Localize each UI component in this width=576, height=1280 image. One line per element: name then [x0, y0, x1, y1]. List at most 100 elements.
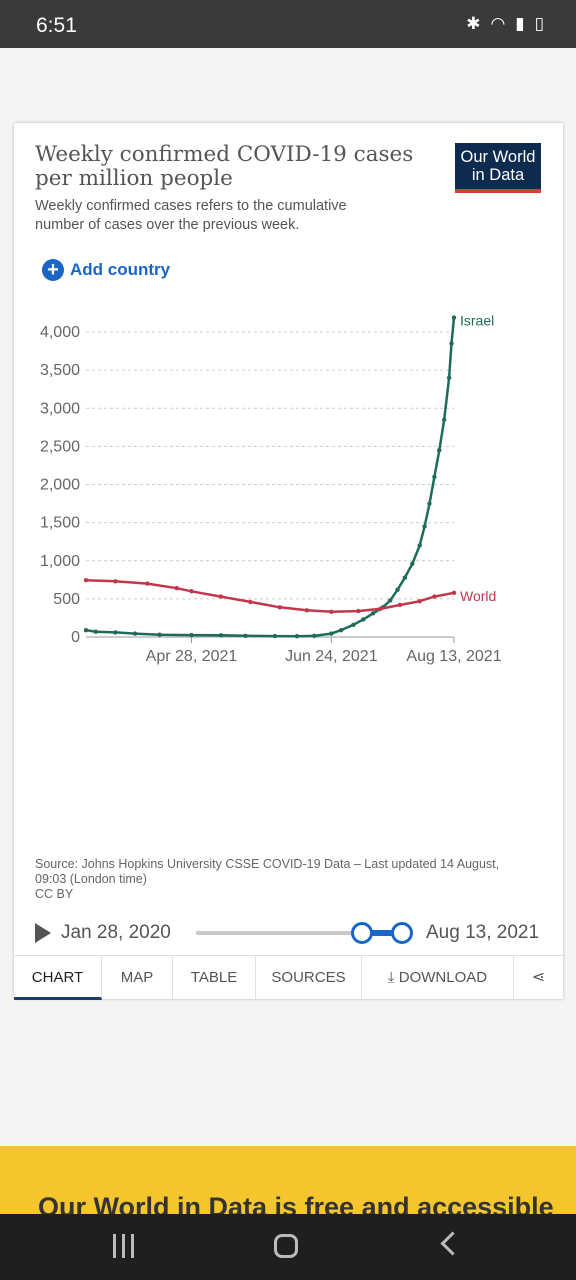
- wifi-icon: ◠: [490, 14, 506, 33]
- recent-apps-button[interactable]: [113, 1234, 137, 1258]
- data-point: [446, 375, 452, 380]
- data-point: [402, 575, 408, 580]
- data-point: [356, 608, 361, 614]
- data-point: [395, 587, 400, 592]
- data-point: [451, 315, 457, 320]
- y-tick-label: 500: [53, 591, 80, 608]
- data-point: [145, 581, 150, 586]
- data-point: [243, 633, 248, 638]
- owid-logo[interactable]: Our World in Data: [455, 143, 541, 193]
- data-point: [311, 633, 317, 639]
- data-point: [432, 594, 437, 599]
- data-point: [248, 599, 253, 605]
- data-point: [113, 579, 118, 584]
- data-point: [410, 561, 415, 566]
- status-icons: ✱ ◠ ▮ ▯: [466, 14, 544, 34]
- timeline-start-label: Jan 28, 2020: [61, 922, 171, 943]
- data-point: [189, 589, 194, 594]
- data-point: [218, 594, 224, 599]
- timeline-track[interactable]: [196, 931, 401, 935]
- data-point: [338, 627, 344, 633]
- data-point: [218, 633, 224, 638]
- status-bar: 6:51 ✱ ◠ ▮ ▯: [0, 0, 576, 48]
- add-country-button[interactable]: + Add country: [42, 259, 170, 281]
- data-point: [427, 501, 432, 506]
- data-point: [417, 598, 422, 604]
- series-line-israel: [85, 317, 456, 638]
- back-button[interactable]: [440, 1231, 465, 1256]
- series-label-world: World: [460, 588, 496, 604]
- data-point: [174, 586, 179, 591]
- data-point: [113, 630, 118, 635]
- y-tick-label: 3,000: [40, 400, 80, 417]
- source-text: Source: Johns Hopkins University CSSE CO…: [35, 857, 500, 886]
- data-point: [378, 606, 383, 611]
- tab-map[interactable]: MAP: [102, 956, 173, 1000]
- nav-bar: [0, 1214, 576, 1280]
- timeline-end-label: Aug 13, 2021: [426, 922, 540, 943]
- signal-icon: ▮: [515, 14, 525, 33]
- chart-title: Weekly confirmed COVID-19 cases per mill…: [35, 142, 414, 191]
- series-label-israel: Israel: [460, 313, 494, 329]
- data-point: [370, 611, 376, 616]
- tab-download-label: DOWNLOAD: [398, 969, 488, 986]
- y-tick-label: 2,000: [40, 477, 80, 494]
- chart-tabs: CHART MAP TABLE SOURCES ⤓ DOWNLOAD ⋖: [14, 955, 563, 1000]
- timeline: Jan 28, 2020 Aug 13, 2021: [14, 919, 563, 949]
- chart-subtitle: Weekly confirmed cases refers to the cum…: [35, 198, 347, 233]
- timeline-start-handle[interactable]: [351, 922, 373, 944]
- data-point: [422, 524, 427, 529]
- data-point: [329, 609, 334, 615]
- data-point: [157, 632, 162, 637]
- share-icon: ⋖: [531, 969, 546, 986]
- x-tick-label: Apr 28, 2021: [146, 648, 238, 665]
- add-country-label: Add country: [70, 260, 171, 279]
- data-point: [361, 617, 366, 622]
- data-point: [351, 622, 356, 627]
- data-point: [451, 590, 457, 595]
- data-point: [417, 543, 422, 548]
- y-tick-label: 2,500: [40, 438, 80, 455]
- share-button[interactable]: ⋖: [514, 956, 563, 1000]
- timeline-selected-range: [361, 930, 401, 936]
- data-point: [294, 634, 300, 639]
- y-tick-label: 4,000: [40, 324, 80, 341]
- x-tick-label: Aug 13, 2021: [406, 648, 501, 665]
- x-tick-label: Jun 24, 2021: [285, 648, 378, 665]
- promo-banner: Our World in Data is free and accessible: [0, 1146, 576, 1214]
- data-point: [437, 447, 442, 453]
- license-text: CC BY: [35, 887, 74, 901]
- line-chart: 0 500 1,000 1,500 2,000 2,500 3,000 3,500 4,000 A…: [40, 313, 502, 665]
- timeline-end-handle[interactable]: [391, 922, 413, 944]
- data-point: [83, 577, 89, 583]
- data-point: [449, 341, 454, 346]
- plus-icon: +: [42, 259, 64, 281]
- bluetooth-icon: ✱: [466, 14, 481, 33]
- data-point: [329, 631, 334, 636]
- tab-chart[interactable]: CHART: [14, 956, 102, 1000]
- logo-line1: Our World: [460, 148, 536, 166]
- tab-sources[interactable]: SOURCES: [256, 956, 362, 1000]
- y-tick-label: 1,000: [40, 553, 80, 570]
- y-tick-label: 0: [71, 629, 80, 646]
- chart-card: Weekly confirmed COVID-19 cases per mill…: [14, 123, 563, 1000]
- data-point: [304, 608, 309, 613]
- y-tick-label: 3,500: [40, 362, 80, 379]
- data-point: [432, 474, 437, 480]
- data-point: [277, 605, 283, 610]
- banner-text: Our World in Data is free and accessible: [38, 1192, 554, 1214]
- data-point: [132, 631, 138, 636]
- data-point: [388, 598, 393, 603]
- data-point: [93, 629, 99, 634]
- battery-icon: ▯: [534, 14, 544, 33]
- tab-table[interactable]: TABLE: [173, 956, 256, 1000]
- data-point: [397, 602, 403, 608]
- data-point: [83, 627, 89, 633]
- chart-source: Source: Johns Hopkins University CSSE CO…: [35, 857, 505, 902]
- download-icon: ⤓: [387, 969, 395, 986]
- logo-line2: in Data: [471, 166, 525, 184]
- series-line-world: [85, 578, 455, 614]
- play-icon[interactable]: [35, 923, 51, 943]
- tab-download[interactable]: ⤓ DOWNLOAD: [362, 956, 514, 1000]
- home-button[interactable]: [274, 1234, 298, 1258]
